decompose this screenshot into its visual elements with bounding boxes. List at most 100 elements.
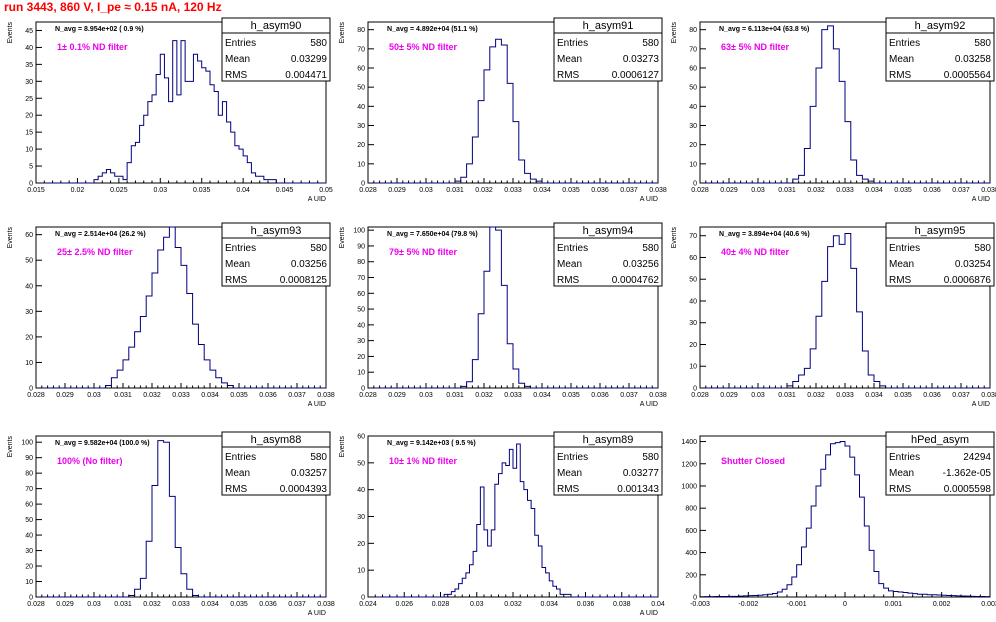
filter-label: 63± 5% ND filter [721, 42, 789, 52]
stats-box-frame [221, 431, 331, 496]
stats-rms-label: RMS [557, 484, 580, 495]
x-tick-label: 0.029 [720, 187, 738, 194]
stats-box: h_asym89 Entries 580 Mean 0.03277 RMS 0.001343 [553, 431, 663, 496]
histogram-panel-h_asym88: 0.028 0.029 0.03 0.031 0.032 0.033 0.034 0.035 0… [7, 431, 335, 617]
y-tick-label: 0 [29, 386, 33, 393]
x-tick-label: 0.033 [836, 187, 854, 194]
stats-mean-value: 0.03254 [955, 259, 992, 270]
y-axis-label: Events [671, 227, 678, 249]
x-tick-label: 0.03 [470, 601, 484, 608]
stats-entries-label: Entries [557, 452, 588, 463]
y-tick-label: 800 [685, 506, 697, 513]
stats-rms-value: 0.004471 [285, 70, 327, 81]
x-tick-label: 0.03 [751, 392, 765, 399]
x-tick-label: 0.037 [620, 187, 638, 194]
x-tick-label: 0.038 [649, 392, 667, 399]
histogram-name: h_asym95 [915, 225, 966, 237]
y-tick-label: 50 [357, 460, 365, 467]
stats-mean-value: 0.03256 [623, 259, 660, 270]
y-tick-label: 5 [29, 164, 33, 171]
x-axis-label: A UID [640, 610, 658, 617]
x-tick-label: 0.033 [836, 392, 854, 399]
stats-box-frame [221, 222, 331, 287]
y-tick-label: 45 [25, 28, 33, 35]
histogram-name: h_asym92 [915, 20, 966, 32]
x-tick-label: 0.028 [691, 187, 709, 194]
x-axis-label: A UID [308, 196, 326, 203]
x-tick-label: 0.031 [114, 601, 132, 608]
y-tick-label: 70 [357, 46, 365, 53]
x-tick-label: 0.032 [475, 392, 493, 399]
x-axis-label: A UID [972, 196, 990, 203]
stats-rms-label: RMS [225, 70, 248, 81]
y-tick-label: 60 [357, 434, 365, 441]
y-axis-label: Events [339, 436, 346, 458]
y-tick-label: 20 [689, 342, 697, 349]
filter-label: 100% (No filter) [57, 456, 123, 466]
x-tick-label: 0.034 [201, 601, 219, 608]
x-tick-label: 0.034 [540, 601, 558, 608]
x-tick-label: 0.032 [807, 187, 825, 194]
stats-box-frame [553, 17, 663, 82]
y-tick-label: 70 [357, 275, 365, 282]
stats-box: h_asym88 Entries 580 Mean 0.03257 RMS 0.000439… [221, 431, 331, 496]
navg-label: N_avg = 7.650e+04 (79.8 %) [387, 231, 478, 238]
y-tick-label: 10 [357, 370, 365, 377]
y-tick-label: 30 [25, 79, 33, 86]
y-tick-label: 10 [25, 147, 33, 154]
histogram-panel-h_asym91: 0.028 0.029 0.03 0.031 0.032 0.033 0.034 0.035 0… [339, 17, 667, 203]
histogram-name: h_asym94 [583, 225, 634, 237]
stats-mean-value: 0.03258 [955, 54, 992, 65]
stats-entries-value: 580 [642, 38, 659, 49]
y-tick-label: 20 [357, 541, 365, 548]
y-tick-label: 50 [25, 258, 33, 265]
stats-entries-label: Entries [225, 452, 256, 463]
x-tick-label: 0.032 [475, 187, 493, 194]
y-tick-label: 90 [25, 455, 33, 462]
y-tick-label: 0 [361, 386, 365, 393]
x-tick-label: 0.031 [114, 392, 132, 399]
y-tick-label: 1000 [681, 483, 697, 490]
y-axis-label: Events [7, 227, 14, 249]
x-tick-label: 0.034 [865, 187, 883, 194]
histogram-panel-h_asym89: 0.024 0.026 0.028 0.03 0.032 0.034 0.036 0.038 0… [339, 431, 665, 617]
y-tick-label: 100 [21, 440, 33, 447]
y-tick-label: 25 [25, 96, 33, 103]
y-tick-label: 10 [25, 360, 33, 367]
x-tick-label: 0.034 [533, 392, 551, 399]
stats-rms-label: RMS [225, 484, 248, 495]
stats-box: h_asym93 Entries 580 Mean 0.03256 RMS 0.000812… [221, 222, 331, 287]
stats-box-frame [885, 431, 995, 496]
y-tick-label: 40 [25, 533, 33, 540]
x-tick-label: 0.029 [388, 187, 406, 194]
histogram-name: h_asym91 [583, 20, 634, 32]
stats-mean-label: Mean [225, 54, 250, 65]
x-tick-label: 0.036 [577, 601, 595, 608]
x-tick-label: 0.034 [533, 187, 551, 194]
y-tick-label: 35 [25, 62, 33, 69]
stats-entries-label: Entries [889, 452, 920, 463]
y-tick-label: 40 [25, 45, 33, 52]
y-tick-label: 600 [685, 528, 697, 535]
x-tick-label: 0.035 [562, 392, 580, 399]
x-axis-label: A UID [640, 401, 658, 408]
x-tick-label: 0.032 [143, 601, 161, 608]
y-tick-label: 60 [689, 66, 697, 73]
stats-mean-label: Mean [889, 468, 914, 479]
navg-label: N_avg = 3.894e+04 (40.6 %) [719, 231, 810, 238]
filter-label: 1± 0.1% ND filter [57, 42, 128, 52]
x-axis-label: A UID [308, 610, 326, 617]
x-tick-label: 0.03 [153, 187, 167, 194]
x-tick-label: 0.03 [419, 187, 433, 194]
stats-rms-value: 0.0005598 [944, 484, 992, 495]
x-tick-label: 0.035 [894, 187, 912, 194]
stats-box: h_asym95 Entries 580 Mean 0.03254 RMS 0.000687… [885, 222, 995, 287]
x-tick-label: 0.038 [317, 601, 335, 608]
y-tick-label: 80 [689, 27, 697, 34]
stats-mean-value: 0.03257 [291, 468, 328, 479]
stats-mean-value: 0.03299 [291, 54, 328, 65]
stats-mean-label: Mean [889, 54, 914, 65]
y-tick-label: 20 [25, 564, 33, 571]
histogram-line [36, 440, 326, 598]
stats-rms-value: 0.0006127 [612, 70, 660, 81]
